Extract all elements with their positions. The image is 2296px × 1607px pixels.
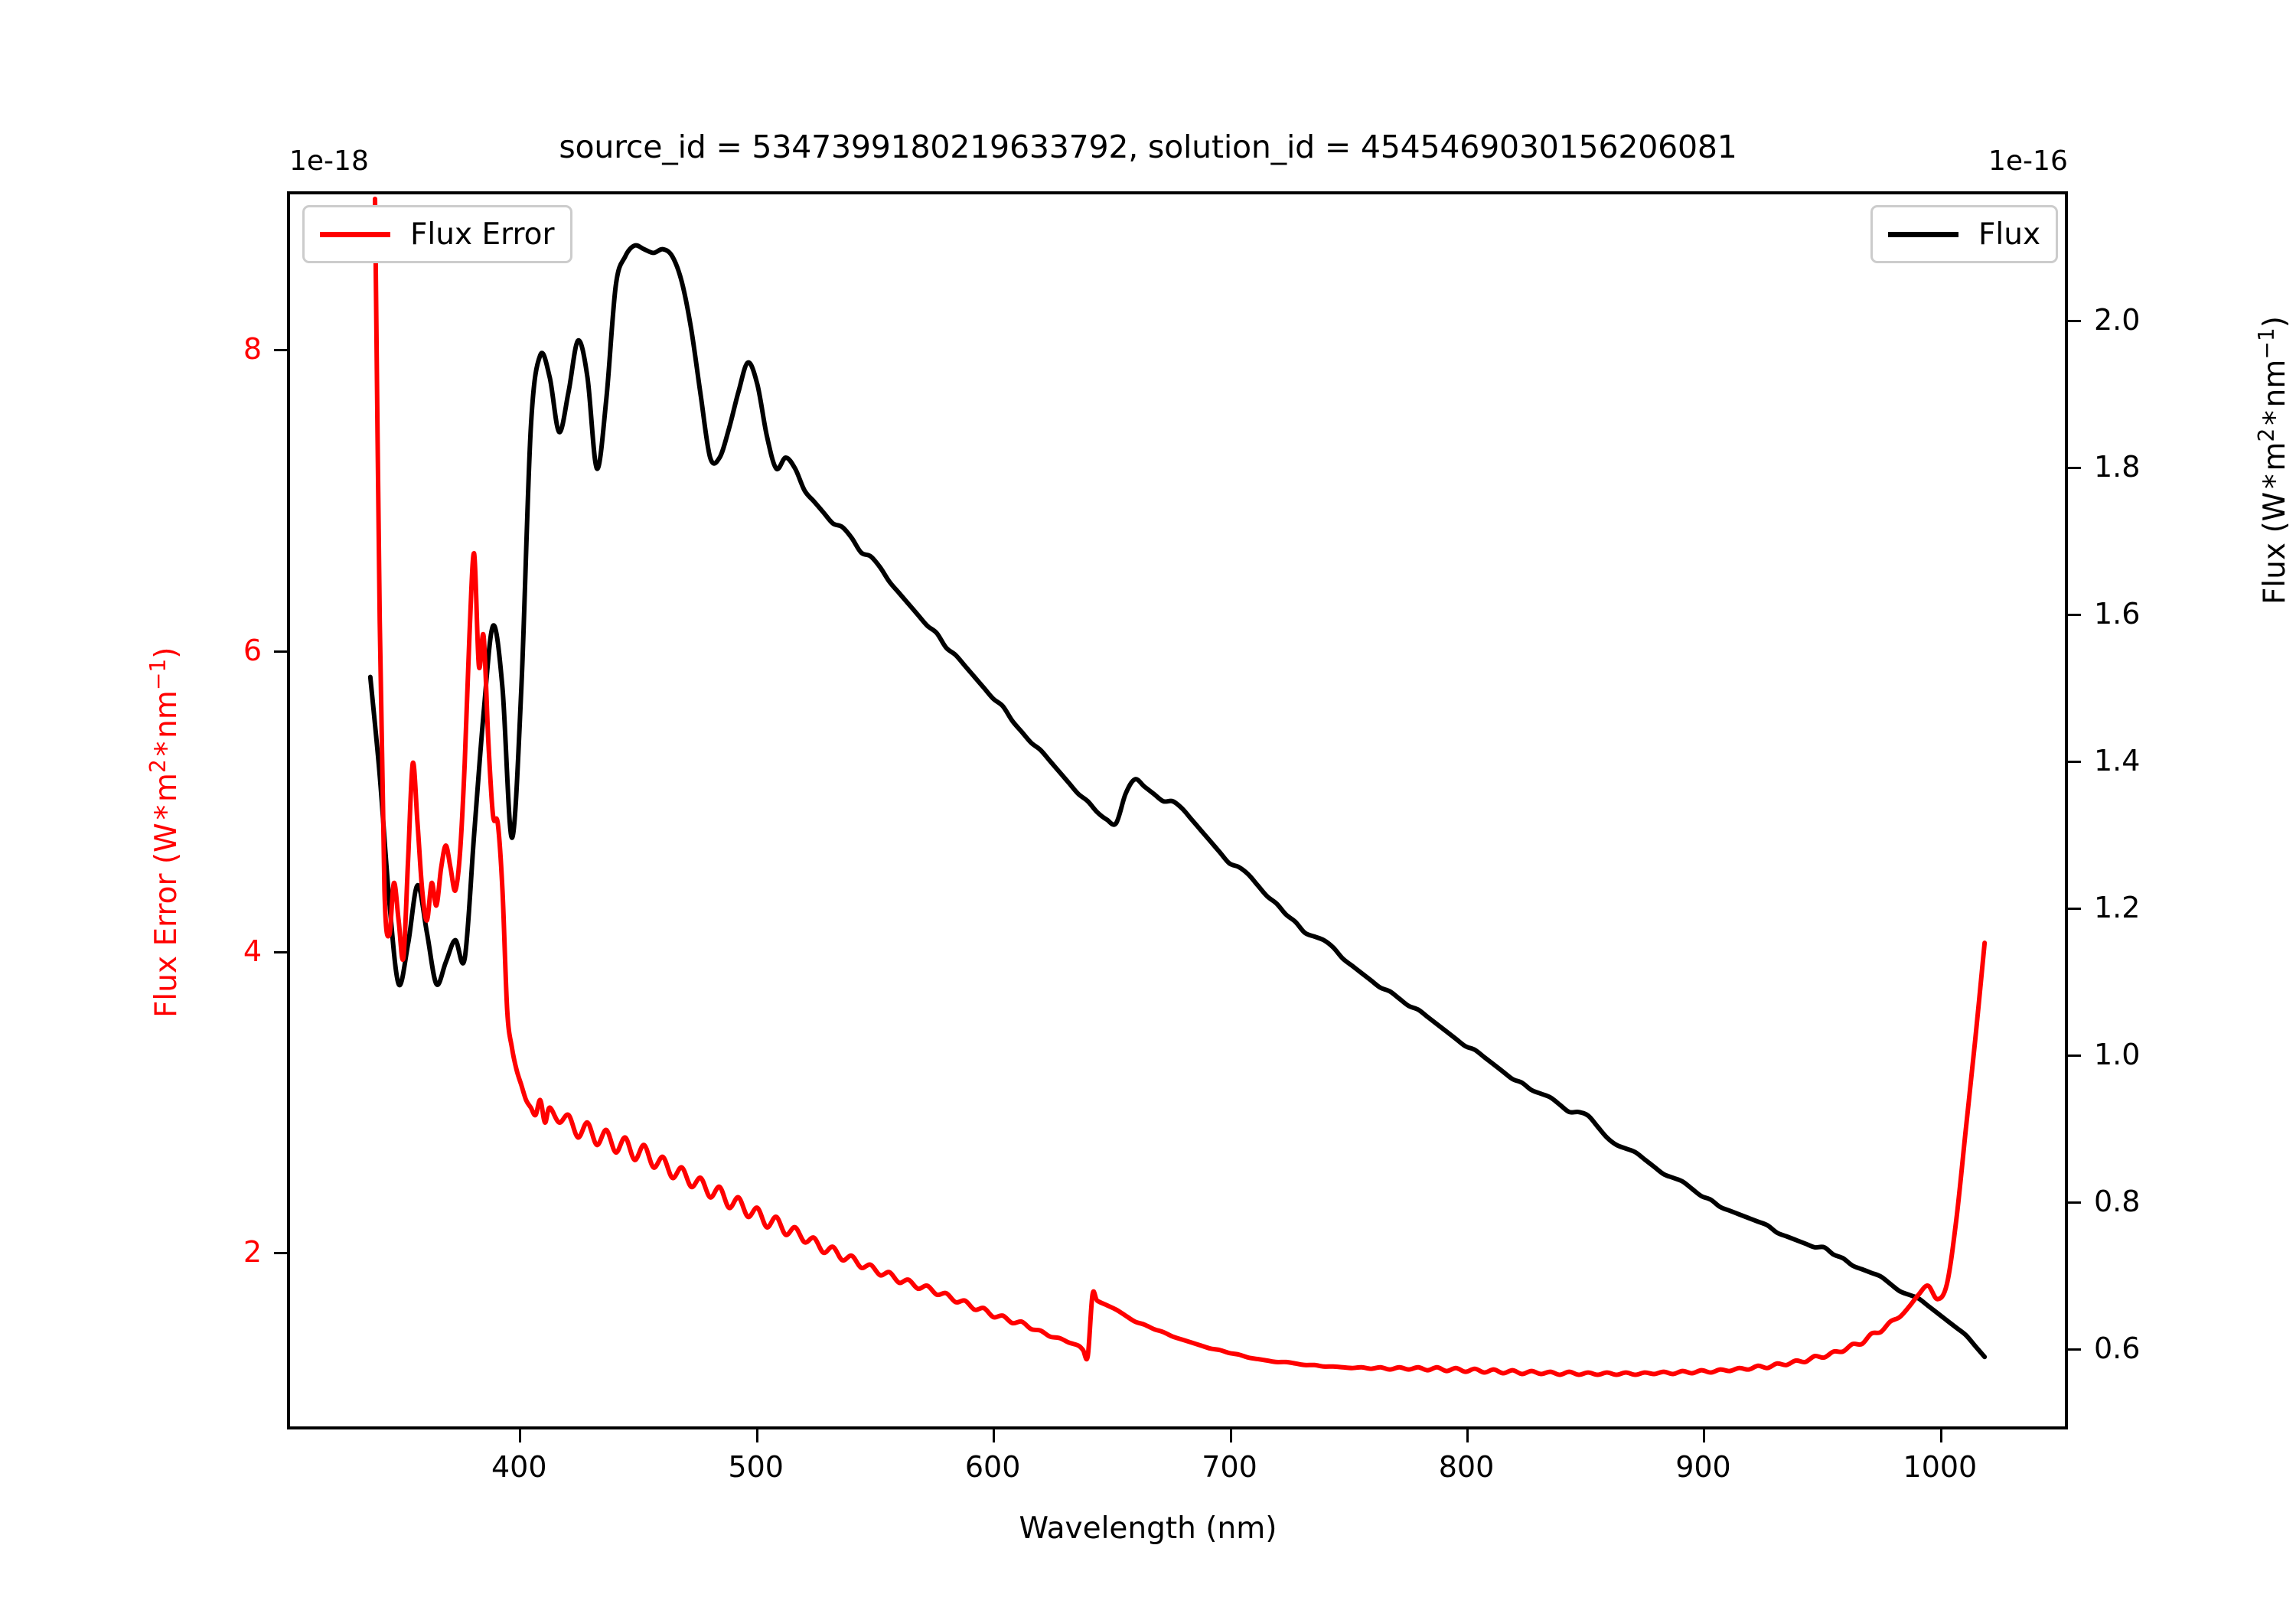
x-tick-mark bbox=[1229, 1429, 1232, 1442]
right-axis-offset-label: 1e-16 bbox=[1988, 145, 2068, 177]
x-tick-mark bbox=[519, 1429, 522, 1442]
series-line-flux bbox=[367, 243, 1988, 1360]
right-y-tick-mark bbox=[2068, 908, 2081, 911]
x-tick-label: 900 bbox=[1675, 1450, 1731, 1484]
x-tick-mark bbox=[1703, 1429, 1706, 1442]
legend-label-flux-error: Flux Error bbox=[410, 217, 555, 252]
right-y-tick-label: 1.4 bbox=[2094, 744, 2141, 778]
legend-swatch-flux-error bbox=[320, 231, 390, 237]
left-y-axis-label: Flux Error (W * m2 * nm−1) bbox=[145, 647, 184, 1018]
right-y-tick-label: 1.6 bbox=[2094, 597, 2141, 631]
left-y-tick-label: 8 bbox=[243, 332, 262, 367]
right-y-tick-mark bbox=[2068, 761, 2081, 764]
right-y-tick-mark bbox=[2068, 1348, 2081, 1351]
right-y-tick-mark bbox=[2068, 614, 2081, 617]
x-tick-label: 800 bbox=[1438, 1450, 1495, 1484]
x-tick-label: 1000 bbox=[1903, 1450, 1978, 1484]
x-tick-label: 500 bbox=[728, 1450, 784, 1484]
plot-area bbox=[287, 191, 2068, 1429]
right-y-tick-label: 2.0 bbox=[2094, 303, 2141, 337]
right-y-tick-mark bbox=[2068, 1201, 2081, 1204]
legend-flux-error[interactable]: Flux Error bbox=[302, 205, 572, 263]
left-y-tick-mark bbox=[274, 1252, 287, 1254]
left-y-tick-mark bbox=[274, 950, 287, 953]
x-tick-mark bbox=[993, 1429, 996, 1442]
x-tick-label: 600 bbox=[964, 1450, 1021, 1484]
legend-label-flux: Flux bbox=[1978, 217, 2041, 252]
left-y-tick-mark bbox=[274, 650, 287, 653]
left-y-tick-label: 4 bbox=[243, 934, 262, 968]
right-y-tick-label: 0.8 bbox=[2094, 1185, 2141, 1219]
left-y-tick-label: 2 bbox=[243, 1235, 262, 1269]
right-y-tick-label: 1.0 bbox=[2094, 1038, 2141, 1072]
x-axis-label: Wavelength (nm) bbox=[1019, 1511, 1277, 1546]
right-y-axis-label: Flux (W * m2 * nm−1) bbox=[2254, 315, 2292, 605]
right-y-tick-label: 1.8 bbox=[2094, 450, 2141, 484]
x-tick-mark bbox=[755, 1429, 758, 1442]
x-tick-mark bbox=[1466, 1429, 1469, 1442]
page-title: source_id = 5347399180219633792, solutio… bbox=[559, 129, 1737, 165]
right-y-tick-label: 0.6 bbox=[2094, 1332, 2141, 1366]
left-y-tick-mark bbox=[274, 349, 287, 352]
right-y-tick-mark bbox=[2068, 467, 2081, 470]
x-tick-mark bbox=[1939, 1429, 1942, 1442]
left-axis-offset-label: 1e-18 bbox=[289, 145, 369, 177]
left-y-tick-label: 6 bbox=[243, 633, 262, 667]
x-tick-label: 700 bbox=[1202, 1450, 1257, 1484]
right-y-tick-mark bbox=[2068, 1054, 2081, 1058]
legend-flux[interactable]: Flux bbox=[1870, 205, 2059, 263]
series-layer bbox=[367, 196, 1988, 1377]
series-line-flux-error bbox=[373, 196, 1988, 1377]
legend-swatch-flux bbox=[1888, 231, 1958, 237]
right-y-tick-label: 1.2 bbox=[2094, 891, 2141, 925]
x-tick-label: 400 bbox=[491, 1450, 547, 1484]
right-y-tick-mark bbox=[2068, 320, 2081, 323]
